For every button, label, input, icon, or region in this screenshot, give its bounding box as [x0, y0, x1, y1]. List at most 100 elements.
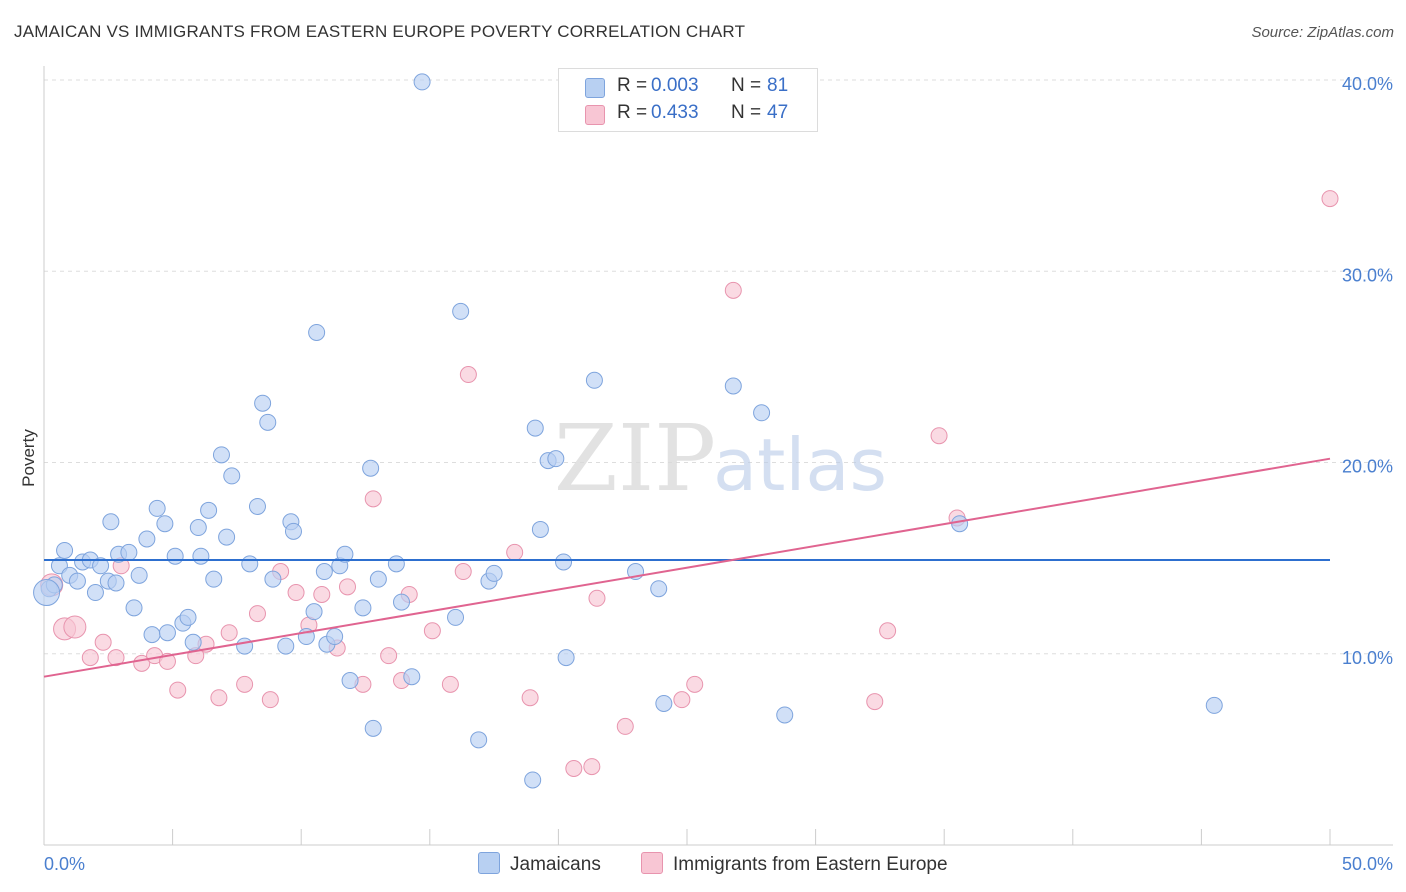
jamaicans-point: [277, 637, 295, 655]
jamaicans-point: [403, 668, 421, 686]
jamaicans-point: [264, 570, 282, 588]
jamaicans-point: [241, 555, 259, 573]
y-tick-labels: 10.0% 20.0% 30.0% 40.0%: [1342, 74, 1393, 668]
eastern-europe-point: [287, 584, 305, 602]
eastern-europe-point: [866, 693, 884, 711]
jamaicans-point: [56, 541, 74, 559]
legend-item-eastern-europe: Immigrants from Eastern Europe: [641, 852, 948, 876]
eastern-europe-point: [423, 622, 441, 640]
eastern-europe-point: [107, 649, 125, 667]
chart-title: JAMAICAN VS IMMIGRANTS FROM EASTERN EURO…: [14, 22, 746, 41]
eastern-europe-point: [338, 578, 356, 596]
y-tick-label: 10.0%: [1342, 648, 1393, 668]
jamaicans-point: [308, 323, 326, 341]
jamaicans-point: [259, 413, 277, 431]
eastern-europe-point: [616, 717, 634, 735]
jamaicans-point: [184, 633, 202, 651]
legend-label-jamaicans: Jamaicans: [510, 854, 601, 875]
jamaicans-point: [470, 731, 488, 749]
jamaicans-point: [951, 515, 969, 533]
jamaicans-point: [326, 628, 344, 646]
legend-r-value: 0.433: [651, 102, 699, 123]
trend-lines: [43, 457, 1331, 678]
jamaicans-point: [218, 528, 236, 546]
jamaicans-point: [223, 467, 241, 485]
eastern-europe-point: [248, 605, 266, 623]
eastern-europe-point: [261, 691, 279, 709]
eastern-europe-point: [724, 281, 742, 299]
jamaicans-point: [655, 694, 673, 712]
jamaicans-point: [354, 599, 372, 617]
legend-swatch-pink: [641, 852, 663, 874]
jamaicans-point: [156, 515, 174, 533]
jamaicans-point: [369, 570, 387, 588]
y-tick-label: 30.0%: [1342, 265, 1393, 285]
legend-swatch-pink: [585, 105, 605, 125]
eastern-europe-point: [220, 624, 238, 642]
jamaicans-point: [68, 572, 86, 590]
source-label: Source: ZipAtlas.com: [1251, 24, 1394, 41]
jamaicans-point: [724, 377, 742, 395]
eastern-europe-point: [236, 675, 254, 693]
jamaicans-point: [284, 522, 302, 540]
jamaicans-point: [158, 624, 176, 642]
jamaicans-point: [212, 446, 230, 464]
jamaicans-point: [107, 574, 125, 592]
legend-n-value: 81: [767, 75, 789, 96]
jamaicans-point: [524, 771, 542, 789]
eastern-europe-point: [459, 366, 477, 384]
watermark-zip: ZIP: [554, 405, 716, 512]
jamaicans-point: [413, 73, 431, 91]
jamaicans-point: [393, 593, 411, 611]
jamaicans-point: [387, 555, 405, 573]
stats-legend: R = 0.003 N = 81 R = 0.433 N = 47: [558, 68, 818, 132]
legend-item-jamaicans: Jamaicans: [478, 852, 601, 876]
eastern-europe-point: [506, 543, 524, 561]
eastern-europe-point: [583, 758, 601, 776]
eastern-europe-point: [169, 681, 187, 699]
axes: [43, 66, 1393, 846]
jamaicans-point: [166, 547, 184, 565]
jamaicans-point: [336, 545, 354, 563]
legend-r-value: 0.003: [651, 75, 699, 96]
x-tick-max: 50.0%: [1342, 854, 1393, 874]
eastern-europe-point: [380, 647, 398, 665]
eastern-europe-point: [521, 689, 539, 707]
x-tick-min: 0.0%: [44, 854, 85, 874]
eastern-europe-point: [210, 689, 228, 707]
jamaicans-point: [547, 450, 565, 468]
legend-n-value: 47: [767, 102, 789, 123]
jamaicans-point: [650, 580, 668, 598]
y-axis-label: Poverty: [19, 429, 38, 487]
jamaicans-point: [305, 603, 323, 621]
jamaicans-point: [254, 394, 272, 412]
jamaicans-point: [315, 563, 333, 581]
eastern-europe-point: [63, 615, 87, 639]
eastern-europe-point: [588, 589, 606, 607]
jamaicans-point: [341, 672, 359, 690]
jamaicans-point: [205, 570, 223, 588]
jamaicans-point: [531, 520, 549, 538]
jamaicans-point: [447, 608, 465, 626]
jamaicans-point: [362, 459, 380, 477]
legend-n-label: N =: [731, 102, 762, 123]
jamaicans-point: [120, 543, 138, 561]
jamaicans-point: [526, 419, 544, 437]
eastern-europe-point: [930, 427, 948, 445]
legend-r-label: R =: [617, 75, 648, 96]
eastern-europe-point: [879, 622, 897, 640]
eastern-europe-point: [565, 760, 583, 777]
jamaicans-point: [92, 557, 110, 575]
jamaicans-point: [189, 519, 207, 537]
eastern-europe-point: [686, 675, 704, 693]
jamaicans-point: [192, 547, 210, 565]
jamaicans-point: [33, 579, 61, 607]
eastern-europe-point: [81, 649, 99, 667]
eastern-europe-point: [94, 633, 112, 651]
jamaicans-point: [200, 501, 218, 519]
jamaicans-point: [585, 371, 603, 389]
jamaicans-point: [485, 564, 503, 582]
jamaicans-point: [236, 637, 254, 655]
legend-r-label: R =: [617, 102, 648, 123]
